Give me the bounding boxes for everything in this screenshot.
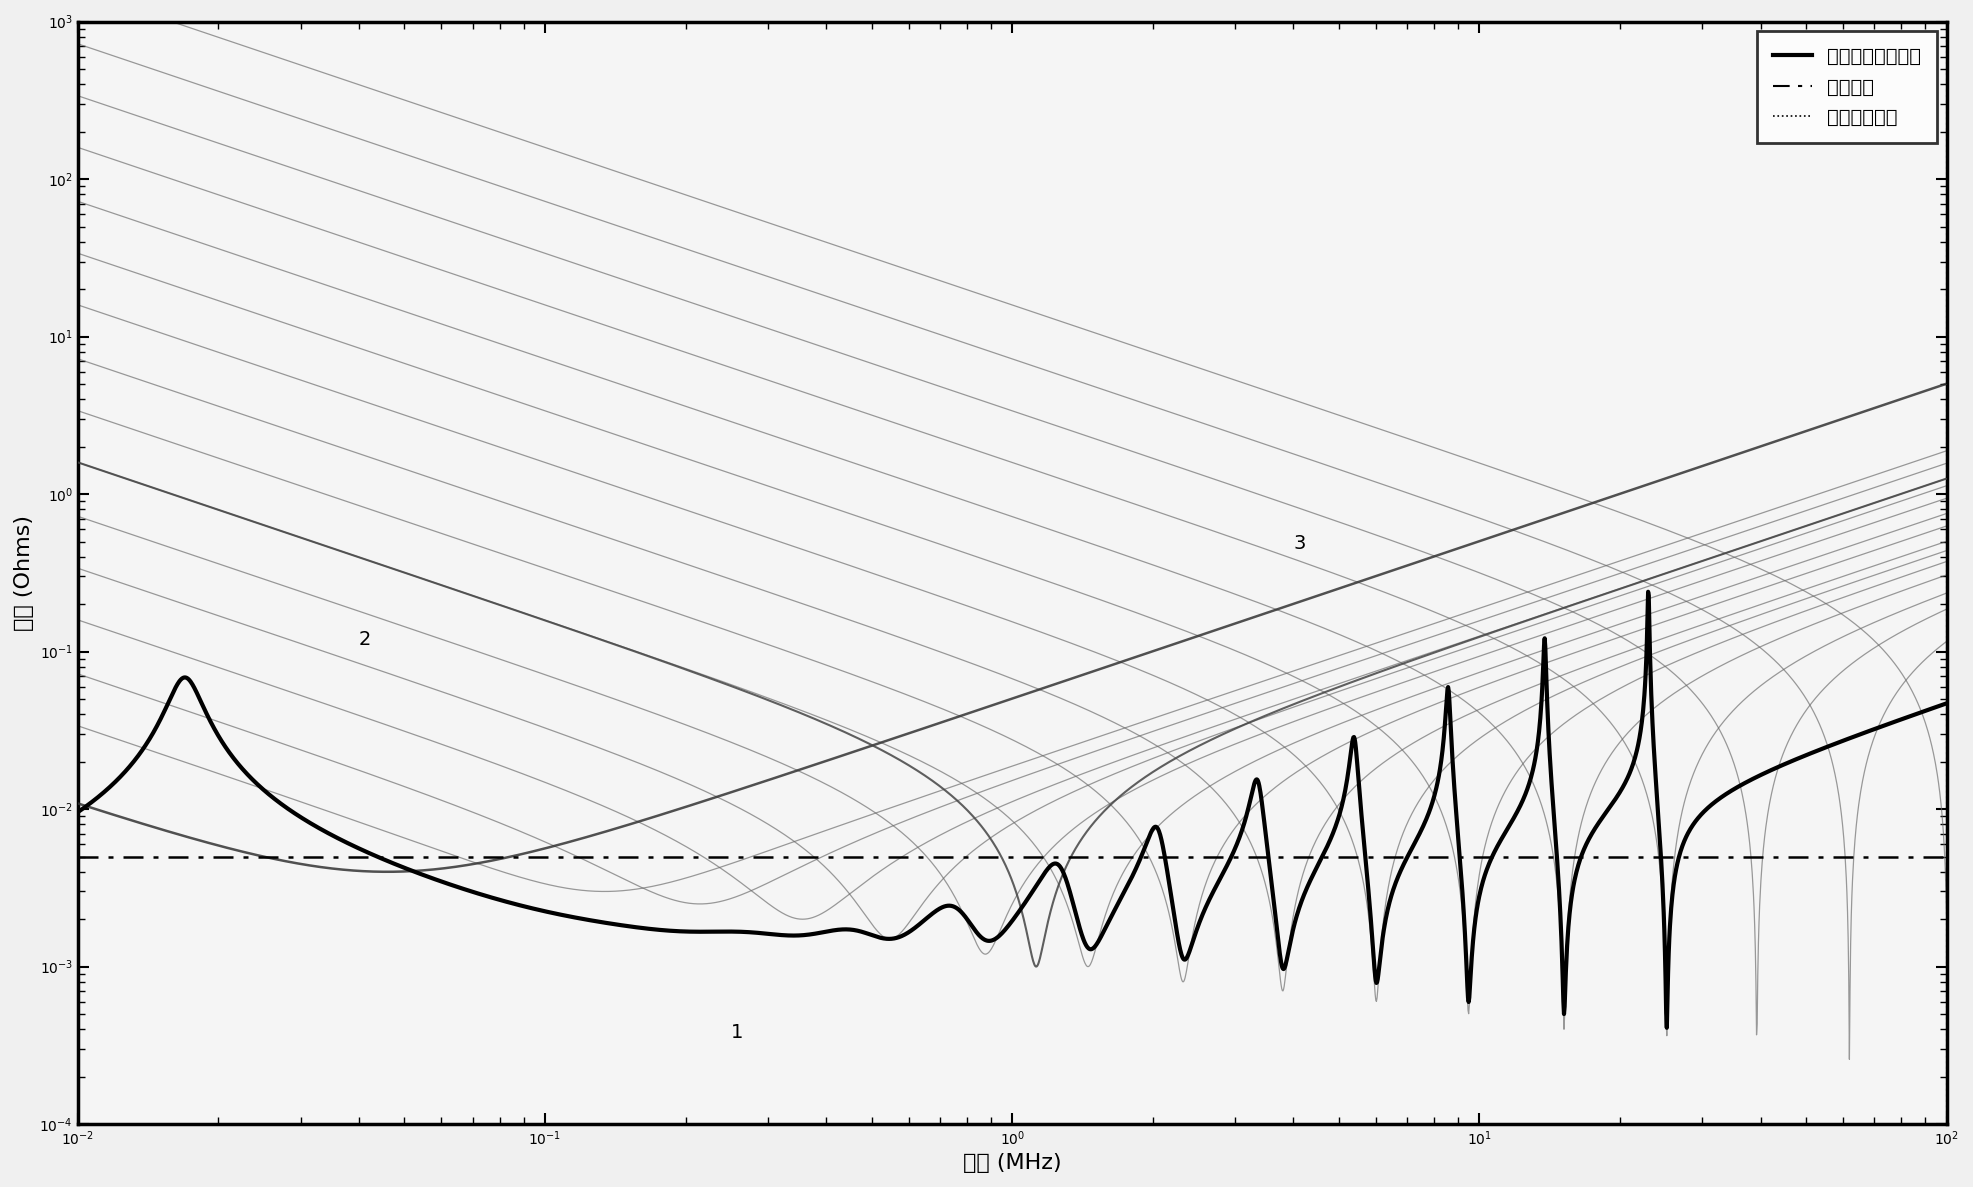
Text: 2: 2 [359,630,371,649]
Text: 3: 3 [1294,534,1306,553]
Text: 1: 1 [730,1023,744,1042]
Legend: 最终实际目标阻抗, 目标阻抗, 截止目标频率: 最终实际目标阻抗, 目标阻抗, 截止目标频率 [1758,31,1937,142]
X-axis label: 频率 (MHz): 频率 (MHz) [963,1153,1061,1173]
Y-axis label: 阻抗 (Ohms): 阻抗 (Ohms) [14,515,34,631]
